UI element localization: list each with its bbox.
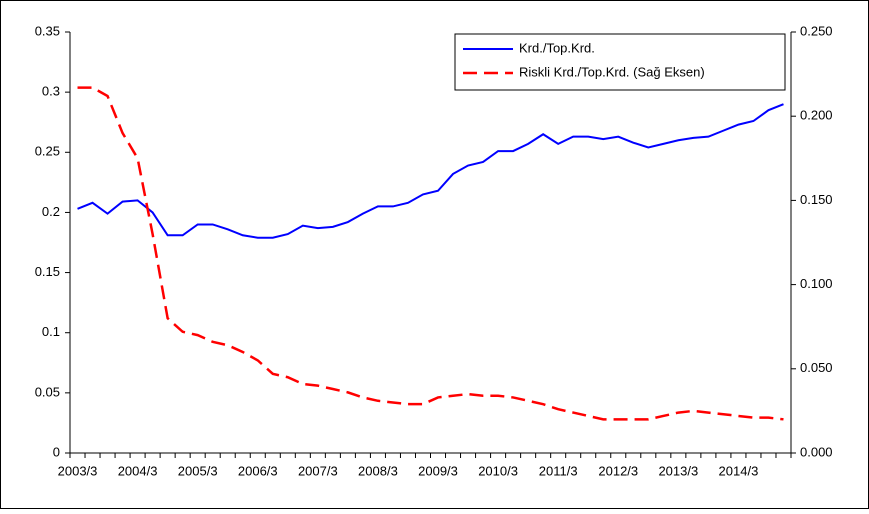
x-tick-label: 2004/3 (118, 463, 158, 478)
series-line (77, 86, 784, 421)
y2-tick-label: 0.200 (800, 108, 833, 123)
series-line (77, 103, 784, 239)
y-tick-label: 0.3 (42, 84, 60, 99)
x-tick-label: 2012/3 (598, 463, 638, 478)
x-tick-label: 2013/3 (658, 463, 698, 478)
x-tick-label: 2010/3 (478, 463, 518, 478)
y2-tick-label: 0.000 (800, 444, 833, 459)
y2-tick-label: 0.100 (800, 276, 833, 291)
x-tick-label: 2008/3 (358, 463, 398, 478)
y2-tick-label: 0.250 (800, 23, 833, 38)
y-tick-label: 0 (53, 444, 60, 459)
y-tick-label: 0.05 (35, 384, 60, 399)
y-tick-label: 0.25 (35, 144, 60, 159)
y-tick-label: 0.1 (42, 324, 60, 339)
y-tick-label: 0.15 (35, 264, 60, 279)
x-tick-label: 2007/3 (298, 463, 338, 478)
y-tick-label: 0.35 (35, 23, 60, 38)
x-tick-label: 2005/3 (178, 463, 218, 478)
y2-tick-label: 0.150 (800, 192, 833, 207)
x-tick-label: 2003/3 (58, 463, 98, 478)
legend-box (454, 33, 786, 91)
x-tick-label: 2009/3 (418, 463, 458, 478)
legend-label: Krd./Top.Krd. (519, 40, 595, 55)
legend-label: Riskli Krd./Top.Krd. (Sağ Eksen) (519, 64, 705, 79)
y2-tick-label: 0.050 (800, 360, 833, 375)
x-tick-label: 2006/3 (238, 463, 278, 478)
y-tick-label: 0.2 (42, 204, 60, 219)
x-tick-label: 2014/3 (719, 463, 759, 478)
x-tick-label: 2011/3 (539, 463, 578, 478)
